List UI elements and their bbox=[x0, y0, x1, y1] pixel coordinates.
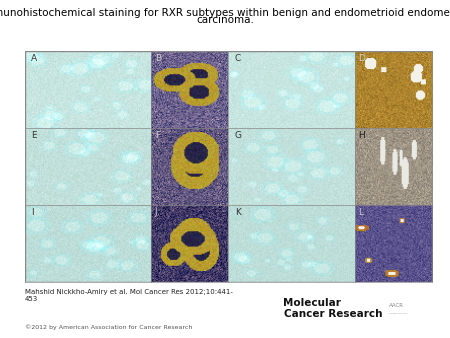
Text: Molecular
Cancer Research: Molecular Cancer Research bbox=[284, 298, 382, 319]
Text: ————: ———— bbox=[389, 311, 409, 316]
Text: B: B bbox=[155, 54, 161, 63]
Text: Immunohistochemical staining for RXR subtypes within benign and endometrioid end: Immunohistochemical staining for RXR sub… bbox=[0, 8, 450, 19]
Text: G: G bbox=[235, 131, 242, 140]
Text: Mahshid Nickkho-Amiry et al. Mol Cancer Res 2012;10:441-
453: Mahshid Nickkho-Amiry et al. Mol Cancer … bbox=[25, 289, 233, 302]
Text: C: C bbox=[235, 54, 241, 63]
Text: D: D bbox=[359, 54, 365, 63]
Text: A: A bbox=[31, 54, 37, 63]
Text: ©2012 by American Association for Cancer Research: ©2012 by American Association for Cancer… bbox=[25, 324, 192, 330]
Text: F: F bbox=[155, 131, 160, 140]
Text: H: H bbox=[359, 131, 365, 140]
Text: E: E bbox=[31, 131, 37, 140]
Text: I: I bbox=[31, 208, 34, 217]
Text: carcinoma.: carcinoma. bbox=[196, 15, 254, 25]
Text: L: L bbox=[359, 208, 364, 217]
Text: AACR: AACR bbox=[389, 303, 404, 308]
Text: J: J bbox=[155, 208, 157, 217]
Text: K: K bbox=[235, 208, 241, 217]
